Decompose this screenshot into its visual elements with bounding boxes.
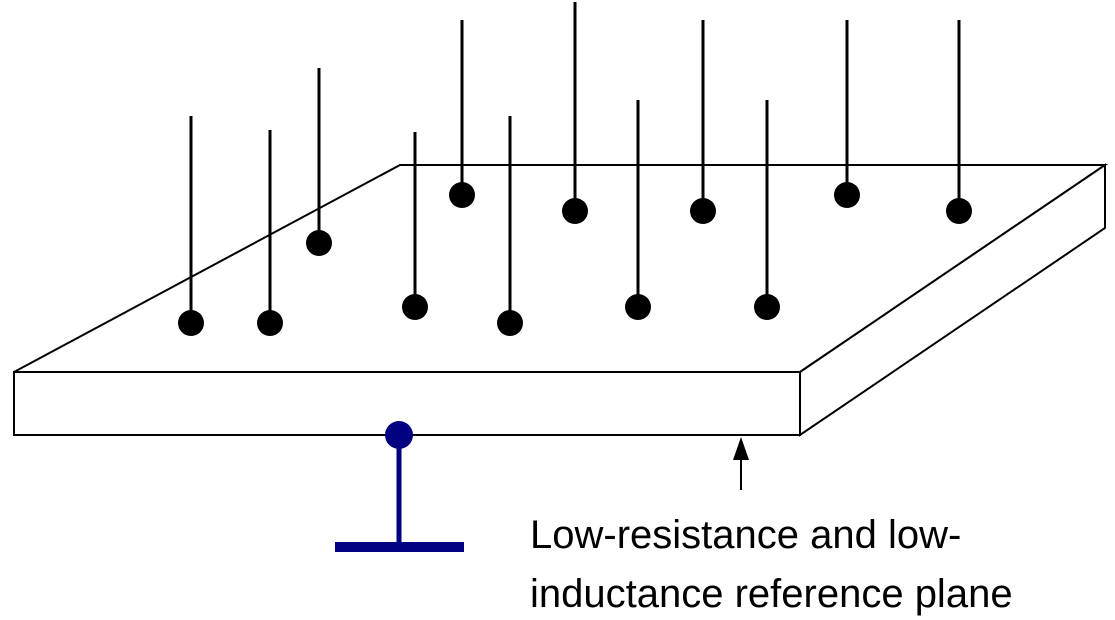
- pins: [189, 2, 961, 322]
- ground: [335, 421, 464, 552]
- plane-side: [799, 163, 1106, 437]
- plane: [13, 163, 1109, 437]
- caption-line: inductance reference plane: [530, 572, 1013, 616]
- arrow: [733, 437, 749, 490]
- pin-dots: [178, 182, 972, 336]
- caption-line: Low-resistance and low-: [530, 513, 961, 557]
- plane-top: [13, 164, 1109, 373]
